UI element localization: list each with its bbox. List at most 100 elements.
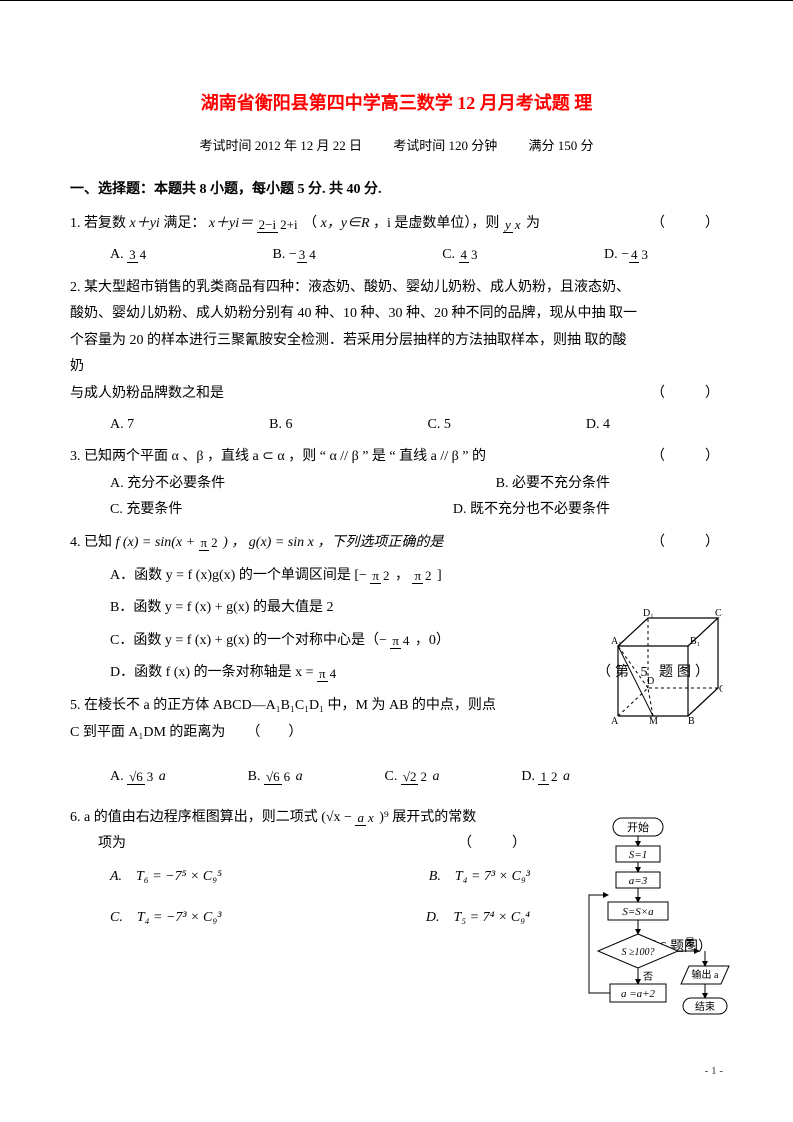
q1-frac-den: 2+i	[278, 217, 299, 232]
q6-text: 6. a 的值由右边程序框图算出，则二项式 (√x −	[70, 810, 355, 825]
exam-date: 考试时间 2012 年 12 月 22 日	[199, 138, 362, 153]
q6-c: C. T₄ = −7³ × C₉³	[110, 905, 221, 932]
q3-d: D. 既不充分也不必要条件	[453, 497, 610, 524]
q6-text: )⁹ 展开式的常数	[379, 810, 476, 825]
svg-text:D₁: D₁	[643, 608, 654, 619]
svg-text:A: A	[611, 716, 619, 726]
q4-gx: g(x) = sin x ，下列选项正确的是	[249, 535, 444, 550]
answer-blank: （ ）	[458, 831, 530, 858]
q2-options: A. 7 B. 6 C. 5 D. 4	[70, 412, 610, 439]
s: a	[559, 769, 570, 784]
q6-text: 项为	[98, 836, 126, 851]
exam-score: 满分 150 分	[529, 138, 594, 153]
d: 2	[423, 568, 434, 583]
q3-b: B. 必要不充分条件	[496, 471, 610, 498]
q4-text: 4. 已知	[70, 535, 116, 550]
s: a	[292, 769, 303, 784]
q4-c: C．函数 y = f (x) + g(x) 的一个对称中心是（−	[110, 633, 387, 648]
q1-yx: y	[503, 217, 513, 233]
svg-text:a=3: a=3	[629, 875, 648, 887]
d: 2	[549, 769, 560, 784]
q1-cond: x，y∈R	[321, 216, 370, 231]
exam-page: 湖南省衡阳县第四中学高三数学 12 月月考试题 理 考试时间 2012 年 12…	[0, 0, 793, 1122]
d: 3	[639, 247, 650, 262]
d: 4	[138, 247, 149, 262]
n: 4	[459, 247, 470, 263]
svg-text:M: M	[649, 716, 658, 726]
q3-text: 3. 已知两个平面 α 、β ，直线 a ⊂ α ，则 “ α // β ” 是…	[70, 449, 486, 464]
d: 2	[418, 769, 429, 784]
q5-c: C.	[385, 769, 401, 784]
d: 4	[401, 633, 412, 648]
q2-d: D. 4	[586, 412, 610, 439]
s: a	[429, 769, 440, 784]
svg-text:输出 a: 输出 a	[692, 968, 720, 981]
n: π	[412, 568, 423, 584]
n: π	[317, 666, 328, 682]
d: 6	[282, 769, 293, 784]
cube-svg: A B M A₁ D₁ C₁ B₁ C D	[603, 606, 723, 726]
d: 2	[209, 535, 220, 550]
q1-text: 满足：	[163, 216, 205, 231]
flowchart-svg: 开始 S=1 a=3 S=S×a S ≥100? 是 输出 a	[581, 816, 731, 1076]
q1-options: A. 34 B. −34 C. 43 D. −43	[70, 242, 650, 269]
q4-a: ]	[437, 568, 442, 583]
n: π	[390, 633, 401, 649]
flowchart-figure: 开始 S=1 a=3 S=S×a S ≥100? 是 输出 a	[581, 816, 731, 1087]
cube-figure: A B M A₁ D₁ C₁ B₁ C D	[603, 606, 723, 737]
answer-blank: （ ）	[651, 381, 723, 408]
q4-c: ，0）	[415, 633, 450, 648]
svg-text:开始: 开始	[627, 820, 649, 834]
q1-c: C.	[442, 247, 458, 262]
d: 4	[328, 666, 339, 681]
q4-fx: f (x) = sin(x +	[116, 535, 199, 550]
svg-text:S=S×a: S=S×a	[622, 906, 654, 918]
n: 3	[127, 247, 138, 263]
question-2: 2. 某大型超市销售的乳类商品有四种：液态奶、酸奶、婴幼儿奶粉、成人奶粉，且液态…	[70, 275, 723, 439]
answer-blank: （ ）	[651, 211, 723, 238]
q1-text: 1. 若复数	[70, 216, 130, 231]
svg-text:结束: 结束	[695, 1000, 715, 1013]
q3-a: A. 充分不必要条件	[110, 471, 225, 498]
n: √2	[401, 769, 419, 785]
q2-line: 个容量为 20 的样本进行三聚氰胺安全检测．若采用分层抽样的方法抽取样本，则抽 …	[70, 328, 723, 355]
d: 2	[381, 568, 392, 583]
q1-text: （	[303, 216, 317, 231]
svg-text:否: 否	[643, 971, 653, 983]
q3-c: C. 充要条件	[110, 497, 182, 524]
svg-text:C: C	[719, 684, 723, 695]
svg-text:B₁: B₁	[690, 636, 700, 647]
svg-text:S ≥100?: S ≥100?	[622, 947, 655, 958]
q4-a: ，	[395, 568, 409, 583]
q1-yx: x	[513, 217, 523, 232]
svg-text:是: 是	[685, 937, 695, 949]
d: 3	[145, 769, 156, 784]
d: x	[366, 810, 376, 825]
svg-text:D: D	[647, 676, 654, 687]
q1-a: A.	[110, 247, 127, 262]
page-title: 湖南省衡阳县第四中学高三数学 12 月月考试题 理	[70, 86, 723, 120]
q2-line: 奶	[70, 354, 723, 381]
q1-text: 为	[526, 216, 540, 231]
svg-text:B: B	[688, 716, 695, 726]
q2-c: C. 5	[428, 412, 451, 439]
q6-a: A. T₆ = −7⁵ × C₉⁵	[110, 864, 222, 891]
s: a	[155, 769, 166, 784]
question-1: 1. 若复数 x＋yi 满足： x＋yi＝ 2−i2+i （ x，y∈R ，i …	[70, 211, 723, 268]
page-number: - 1 -	[705, 1061, 723, 1082]
section-heading: 一、选择题：本题共 8 小题，每小题 5 分. 共 40 分.	[70, 177, 723, 204]
n: π	[370, 568, 381, 584]
exam-duration: 考试时间 120 分钟	[393, 138, 497, 153]
q5-a: A.	[110, 769, 127, 784]
answer-blank: （ ）	[651, 530, 723, 557]
q5-d: D.	[521, 769, 538, 784]
q5-options: A. √63 a B. √66 a C. √22 a D. 12 a	[70, 764, 570, 791]
n: √6	[127, 769, 145, 785]
n: 4	[629, 247, 640, 263]
meta-line: 考试时间 2012 年 12 月 22 日 考试时间 120 分钟 满分 150…	[70, 134, 723, 159]
question-3: 3. 已知两个平面 α 、β ，直线 a ⊂ α ，则 “ α // β ” 是…	[70, 444, 723, 524]
q1-b: B. −	[273, 247, 297, 262]
d: 3	[469, 247, 480, 262]
n: a	[355, 810, 366, 826]
q2-a: A. 7	[110, 412, 134, 439]
